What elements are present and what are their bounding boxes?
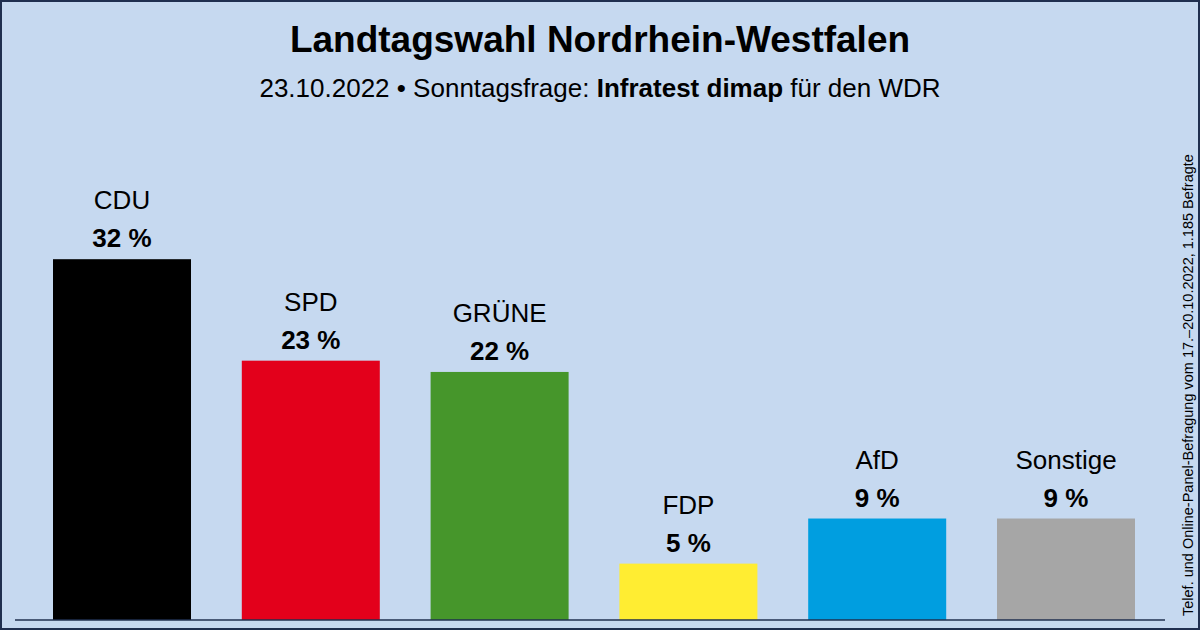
category-label: CDU bbox=[94, 185, 150, 215]
labels: CDU 32 % SPD 23 % GRÜNE 22 % FDP 5 % AfD 9 % Sonst… bbox=[92, 185, 1116, 557]
subtitle-part: 23.10.2022 • Sonntagsfrage: bbox=[259, 73, 589, 103]
category-label: AfD bbox=[856, 445, 899, 475]
value-label: 23 % bbox=[281, 325, 340, 355]
subtitle-part: Infratest dimap bbox=[589, 73, 783, 103]
subtitle-part: für den WDR bbox=[783, 73, 941, 103]
value-label: 9 % bbox=[1044, 483, 1089, 513]
bar bbox=[53, 259, 191, 620]
baseline bbox=[15, 619, 1165, 621]
bars bbox=[53, 259, 1135, 620]
source-note: Telef. und Online-Panel-Befragung vom 17… bbox=[1180, 154, 1196, 616]
category-label: FDP bbox=[662, 490, 714, 520]
bar bbox=[619, 564, 757, 620]
bar bbox=[997, 519, 1135, 620]
chart-container: Landtagswahl Nordrhein-Westfalen 23.10.20… bbox=[0, 0, 1200, 630]
bar bbox=[808, 519, 946, 620]
value-label: 9 % bbox=[855, 483, 900, 513]
chart-svg: Landtagswahl Nordrhein-Westfalen 23.10.20… bbox=[0, 0, 1200, 630]
title: Landtagswahl Nordrhein-Westfalen bbox=[290, 19, 910, 60]
bar bbox=[431, 372, 569, 620]
category-label: GRÜNE bbox=[453, 298, 547, 328]
category-label: SPD bbox=[284, 287, 337, 317]
value-label: 5 % bbox=[666, 528, 711, 558]
value-label: 32 % bbox=[92, 223, 151, 253]
frame bbox=[1, 1, 1199, 629]
value-label: 22 % bbox=[470, 336, 529, 366]
bar bbox=[242, 361, 380, 620]
background bbox=[0, 0, 1200, 630]
category-label: Sonstige bbox=[1015, 445, 1116, 475]
subtitle: 23.10.2022 • Sonntagsfrage: Infratest di… bbox=[259, 73, 940, 103]
